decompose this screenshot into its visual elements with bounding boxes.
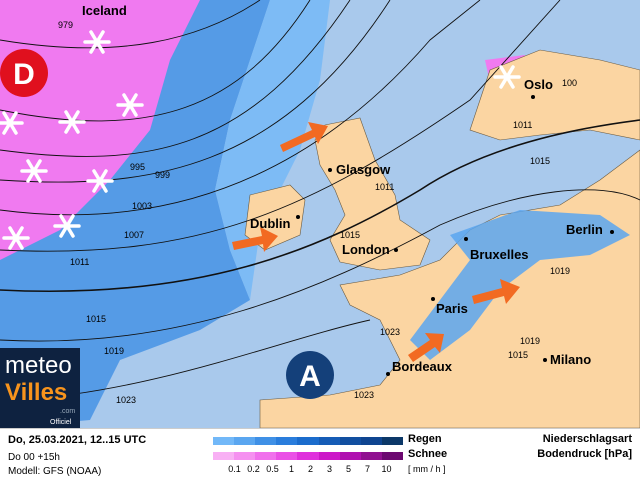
rain-europe (410, 210, 630, 360)
snowflake-icon (58, 110, 86, 134)
city-labels: Iceland Oslo Glasgow Dublin London Bruxe… (82, 3, 614, 376)
svg-text:D: D (13, 58, 35, 91)
logo-line2: Villes (5, 379, 68, 406)
snowflake-icon (83, 30, 111, 54)
isobar-label: 1019 (520, 336, 540, 346)
legend-title-pressure: Bodendruck [hPa] (537, 448, 632, 460)
high-pressure-center: A (286, 351, 334, 399)
scale-swatch (297, 452, 319, 460)
scale-swatch (297, 437, 319, 445)
rain-area-light (215, 0, 330, 300)
isobar-label: 1015 (86, 314, 106, 324)
legend-footer: Do, 25.03.2021, 12..15 UTC Do 00 +15h Mo… (0, 428, 640, 479)
scale-swatch (234, 452, 256, 460)
isobar-label: 1011 (375, 182, 394, 192)
snowflake-icon (20, 159, 48, 183)
arrow-icon (232, 227, 278, 252)
snowflake-icon (53, 214, 81, 238)
isobar-label: 979 (58, 20, 73, 30)
weather-map: 979 995 999 1003 1007 1011 1015 1019 102… (0, 0, 640, 428)
isobar-labels: 979 995 999 1003 1007 1011 1015 1019 102… (58, 20, 577, 405)
scale-swatch (360, 452, 382, 460)
arrow-icon (408, 333, 444, 362)
city-label: London (342, 242, 390, 257)
scale-tick: 0.2 (247, 464, 260, 474)
legend-title-type: Niederschlagsart (542, 433, 632, 445)
snowflake-icon (0, 111, 24, 135)
rain-label: Regen (408, 433, 442, 445)
scale-ticks: 0.1 0.2 0.5 1 2 3 5 7 10 (225, 464, 396, 475)
isobar-label: 100 (562, 78, 577, 88)
unit-label: [ mm / h ] (408, 464, 446, 474)
forecast-run: Do 00 +15h (8, 452, 60, 463)
scale-swatch (255, 437, 277, 445)
snowflake-icon (493, 65, 521, 89)
scale-tick: 2 (307, 464, 313, 474)
model-name: Modell: GFS (NOAA) (8, 466, 102, 477)
scale-swatch (213, 437, 235, 445)
scale-swatch (381, 437, 403, 445)
logo-line1: meteo (5, 352, 72, 379)
scale-swatch (276, 437, 298, 445)
isobar-label: 1019 (104, 346, 124, 356)
isobar-label: 1007 (124, 230, 144, 240)
arrow-icon (472, 279, 520, 304)
isobars (0, 0, 640, 401)
scale-swatch (213, 452, 235, 460)
city-label: Bordeaux (392, 359, 453, 374)
arrow-icon (280, 122, 328, 152)
scale-swatch (339, 452, 361, 460)
isobar-label: 1023 (380, 327, 400, 337)
city-label: Oslo (524, 77, 553, 92)
city-label: Iceland (82, 3, 127, 18)
scale-swatch (360, 437, 382, 445)
scale-swatch (255, 452, 277, 460)
isobar-label: 1023 (116, 395, 136, 405)
scale-swatch (276, 452, 298, 460)
isobar-label: 1015 (530, 156, 550, 166)
scale-tick: 5 (345, 464, 351, 474)
city-label: Paris (436, 301, 468, 316)
isobar-label: 1011 (513, 120, 532, 130)
rain-color-scale (213, 437, 403, 445)
snowflake-icon (116, 93, 144, 117)
snow-color-scale (213, 452, 403, 460)
isobar-label: 1003 (132, 201, 152, 211)
scale-tick: 10 (381, 464, 392, 474)
scale-swatch (234, 437, 256, 445)
city-label: Glasgow (336, 162, 391, 177)
city-label: Bruxelles (470, 247, 529, 262)
isobar-label: 995 (130, 162, 145, 172)
scale-swatch (318, 452, 340, 460)
svg-text:A: A (299, 360, 321, 393)
isobar-label: 1015 (340, 230, 360, 240)
scale-swatch (318, 437, 340, 445)
snowflake-icon (86, 169, 114, 193)
isobar-label: 1015 (508, 350, 528, 360)
scale-tick: 0.5 (266, 464, 279, 474)
snow-symbols (0, 30, 521, 250)
logo-suffix: .com (60, 408, 76, 415)
wind-arrows (232, 122, 520, 362)
isobar-label: 1019 (550, 266, 570, 276)
city-label: Dublin (250, 216, 290, 231)
scale-tick: 0.1 (228, 464, 241, 474)
scale-tick: 1 (288, 464, 294, 474)
city-label: Milano (550, 352, 591, 367)
isobar-label: 1011 (70, 257, 89, 267)
scale-swatch (381, 452, 403, 460)
scale-tick: 3 (326, 464, 332, 474)
snow-label: Schnee (408, 448, 448, 460)
scale-tick: 7 (364, 464, 370, 474)
meteovilles-logo: meteo Villes .com Officiel (0, 348, 80, 428)
logo-tag: Officiel (50, 419, 72, 426)
city-label: Berlin (566, 222, 603, 237)
isobar-label: 1023 (354, 390, 374, 400)
isobar-label: 999 (155, 170, 170, 180)
snowflake-icon (2, 226, 30, 250)
scale-swatch (339, 437, 361, 445)
forecast-date: Do, 25.03.2021, 12..15 UTC (8, 434, 147, 446)
snow-area (0, 0, 200, 260)
low-pressure-center: D (0, 49, 48, 97)
